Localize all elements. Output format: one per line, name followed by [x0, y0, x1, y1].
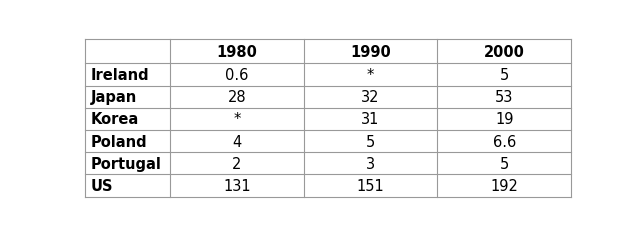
Text: 5: 5	[500, 156, 509, 171]
Text: 31: 31	[362, 112, 380, 127]
Text: Poland: Poland	[91, 134, 148, 149]
Text: 192: 192	[490, 178, 518, 193]
Text: 6.6: 6.6	[493, 134, 516, 149]
Text: Ireland: Ireland	[91, 68, 150, 83]
Text: Korea: Korea	[91, 112, 139, 127]
Text: 5: 5	[500, 68, 509, 83]
Text: 1990: 1990	[350, 44, 391, 60]
Text: Japan: Japan	[91, 90, 137, 105]
Text: 32: 32	[362, 90, 380, 105]
Text: 28: 28	[228, 90, 246, 105]
Text: 19: 19	[495, 112, 513, 127]
Text: 2000: 2000	[484, 44, 525, 60]
Text: 4: 4	[232, 134, 241, 149]
Text: 151: 151	[356, 178, 385, 193]
Text: 1980: 1980	[216, 44, 257, 60]
Text: 131: 131	[223, 178, 251, 193]
Text: 2: 2	[232, 156, 241, 171]
Text: *: *	[233, 112, 241, 127]
Text: 0.6: 0.6	[225, 68, 248, 83]
Text: *: *	[367, 68, 374, 83]
Text: 5: 5	[366, 134, 375, 149]
Text: 53: 53	[495, 90, 513, 105]
Text: Portugal: Portugal	[91, 156, 162, 171]
Text: US: US	[91, 178, 113, 193]
Text: 3: 3	[366, 156, 375, 171]
